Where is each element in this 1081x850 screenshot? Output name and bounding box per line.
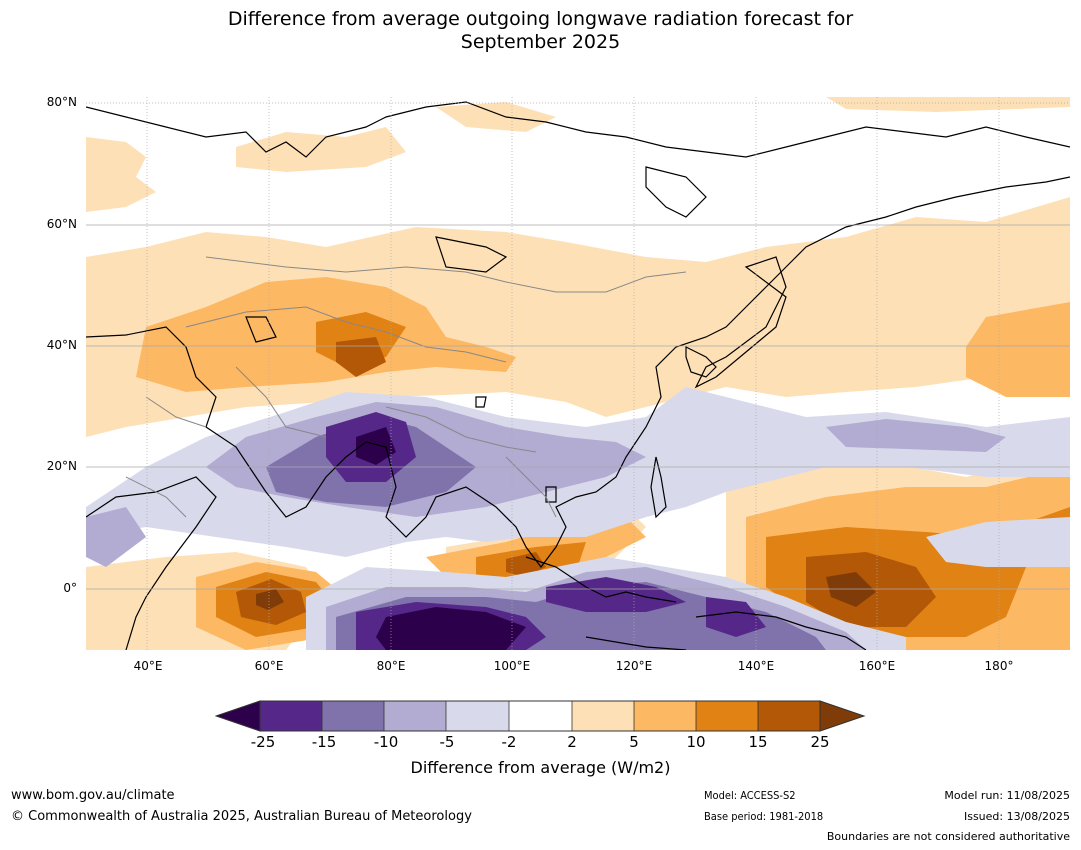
colorbar-tick: 15	[748, 733, 768, 751]
lat-label-40n: 40°N	[46, 338, 77, 352]
title-line-1: Difference from average outgoing longwav…	[227, 8, 854, 30]
colorbar-tick: -15	[311, 733, 337, 751]
issued-text: Issued: 13/08/2025	[963, 810, 1070, 823]
title-line-2: September 2025	[460, 31, 621, 53]
lon-label-140e: 140°E	[737, 659, 775, 673]
model-run-text: Model run: 11/08/2025	[944, 789, 1070, 802]
country-boundaries	[125, 256, 687, 518]
lat-label-80n: 80°N	[46, 95, 77, 109]
lon-label-120e: 120°E	[615, 659, 653, 673]
colorbar-tick: -5	[439, 733, 455, 751]
lat-label-equator: 0°	[63, 581, 77, 595]
colorbar-tick: 10	[686, 733, 706, 751]
disclaimer-text: Boundaries are not considered authoritat…	[826, 830, 1070, 843]
coastlines	[86, 101, 1070, 650]
lon-label-60e: 60°E	[254, 659, 284, 673]
negative-anomaly-regions	[86, 387, 1070, 650]
colorbar-tick: 25	[810, 733, 830, 751]
lon-label-160e: 160°E	[858, 659, 896, 673]
copyright-text: © Commonwealth of Australia 2025, Austra…	[11, 809, 472, 824]
map-title: Difference from average outgoing longwav…	[0, 8, 1081, 54]
colorbar-tick: 2	[567, 733, 577, 751]
base-period-text: Base period: 1981-2018	[704, 810, 824, 823]
website-link[interactable]: www.bom.gov.au/climate	[11, 788, 175, 803]
model-text: Model: ACCESS-S2	[704, 789, 796, 802]
colorbar	[215, 700, 866, 732]
colorbar-tick: -25	[250, 733, 276, 751]
lat-label-20n: 20°N	[46, 459, 77, 473]
lon-label-40e: 40°E	[133, 659, 163, 673]
olr-anomaly-map	[86, 97, 1070, 650]
lon-label-100e: 100°E	[493, 659, 531, 673]
colorbar-label: Difference from average (W/m2)	[410, 758, 671, 777]
colorbar-tick: -10	[373, 733, 399, 751]
colorbar-tick: -2	[501, 733, 517, 751]
lat-label-60n: 60°N	[46, 217, 77, 231]
graticule	[86, 97, 1070, 650]
colorbar-tick: 5	[629, 733, 639, 751]
lon-label-180: 180°	[984, 659, 1014, 673]
lon-label-80e: 80°E	[376, 659, 406, 673]
